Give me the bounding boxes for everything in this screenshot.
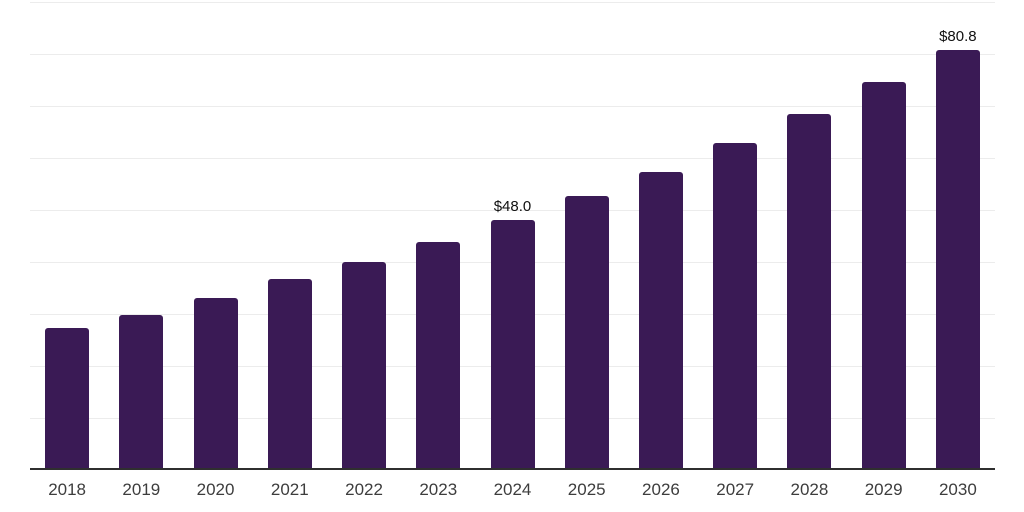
- x-tick-label-2021: 2021: [270, 480, 309, 499]
- bar-2027: [713, 142, 758, 470]
- bar-2026: [638, 172, 683, 470]
- x-tick-label-2030: 2030: [938, 480, 977, 499]
- bar-2028: [787, 113, 832, 470]
- x-tick-label-2023: 2023: [419, 480, 458, 499]
- x-tick-label-2028: 2028: [790, 480, 829, 499]
- bar-2024: [490, 220, 535, 470]
- gridline-80: [30, 54, 995, 55]
- x-tick-label-2022: 2022: [345, 480, 383, 499]
- x-tick-label-2025: 2025: [567, 480, 606, 499]
- bar-2019: [119, 315, 164, 470]
- x-tick-label-2027: 2027: [716, 480, 755, 499]
- x-axis-labels: 2018 2019 2020 2021 2022 2023 2024 2025 2026 2027…: [30, 479, 995, 505]
- x-tick-label-2019: 2019: [122, 480, 161, 499]
- gridline-90: [30, 2, 995, 3]
- bar-2021: [267, 278, 312, 470]
- plot-area: $48.0 $80.8: [30, 2, 995, 470]
- x-tick-label-2029: 2029: [864, 480, 903, 499]
- x-axis-line: [30, 468, 995, 470]
- value-label-2030: $80.8: [939, 27, 977, 45]
- bar-2020: [193, 297, 238, 470]
- value-label-2024: $48.0: [493, 198, 532, 216]
- bar-2023: [416, 242, 461, 470]
- bar-2029: [861, 82, 906, 470]
- x-tick-label-2026: 2026: [642, 480, 680, 499]
- x-tick-label-2018: 2018: [48, 480, 87, 499]
- gridline-70: [30, 106, 995, 107]
- bar-2018: [45, 328, 90, 470]
- bar-2025: [564, 196, 609, 470]
- x-tick-label-2024: 2024: [493, 480, 532, 499]
- x-tick-label-2020: 2020: [196, 480, 235, 499]
- gridline-60: [30, 158, 995, 159]
- bar-2022: [342, 262, 387, 470]
- gridline-50: [30, 210, 995, 211]
- bar-2030: [935, 49, 980, 470]
